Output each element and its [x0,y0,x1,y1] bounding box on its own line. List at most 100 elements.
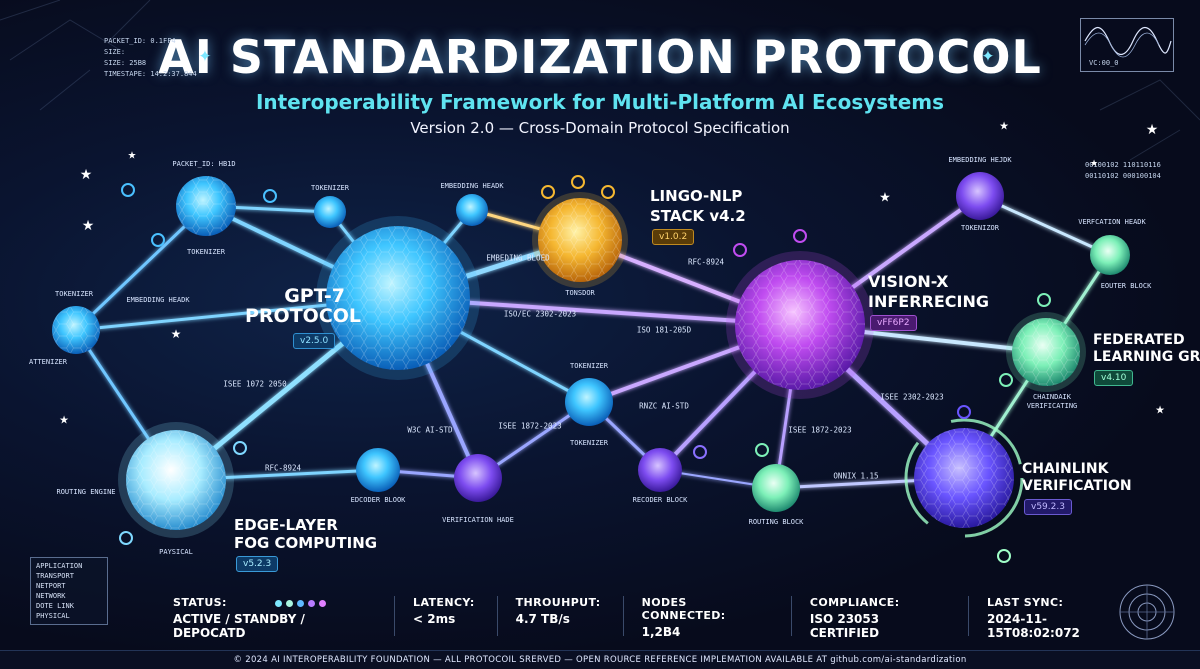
node-federated[interactable] [1006,312,1086,392]
protocol-name-gpt7: GPT-7 PROTOCOL [245,285,361,326]
ring-icon [541,185,555,199]
edge-label: RFC-8924 [687,257,725,267]
edge-label: ISO 181-205D [636,325,692,335]
protocol-name-vision: VISION-X INFERRECING [868,272,989,312]
hud-line: TIMESTAPE: 14:2:37.844 [104,70,197,78]
node-label: RECODER BLOCK [632,496,688,504]
ring-icon [151,233,165,247]
page-subtitle: Interoperability Framework for Multi-Pla… [255,90,945,114]
node-label: VERIFICATION HADE [442,516,514,524]
stat-value: 2024-11-15T08:02:072 [986,612,1080,640]
version-badge-vision: vFF6P2 [870,315,917,331]
ring-icon [999,373,1013,387]
star-icon: ★ [879,190,891,206]
protocol-name-federated: FEDERATED LEARNING GRID [1093,332,1200,366]
stat-label: LATENCY: [413,596,475,609]
node-edge-layer[interactable] [118,422,234,538]
hud-line: PACKET_ID: 0.1FF4 [104,37,176,45]
stat-value: < 2ms [413,612,456,626]
protocol-name-line: VERIFICATION [1022,478,1132,494]
status-bar: STATUS: ACTIVE / STANDBY / DEPOCATD LATE… [155,596,1155,640]
node-label: ROUTING ENGINE [56,488,116,496]
edge-label: ISO/EC 2302-2023 [503,309,577,319]
node-label: EOUTER BLOCK [1100,282,1152,290]
status-dot [308,599,316,607]
node-gpt7[interactable] [316,216,480,380]
version-badge-chainlink: v59.2.3 [1024,499,1072,515]
osi-layer: DOTE LINK [36,602,74,610]
node-label: EDCODER BLOOK [350,496,406,504]
small-nodes [52,172,1130,512]
hud-line: SIZE: 25B8 [104,59,147,67]
osi-layer: APPLICATION [36,562,83,570]
osi-layer: NETWORK [36,592,66,600]
stat-status: STATUS: ACTIVE / STANDBY / DEPOCATD [155,596,394,640]
radar-icon [1119,584,1175,640]
ring-icon [121,183,135,197]
oscilloscope-widget: VC:00_0 [1080,18,1174,72]
status-dot [275,599,283,607]
protocol-name-line: CHAINLINK [1022,461,1109,477]
page-title: AI STANDARDIZATION PROTOCOL [158,30,1042,84]
node-label: TOKENIZOR [961,224,999,232]
stat-value: ACTIVE / STANDBY / DEPOCATD [173,612,305,640]
sparkle-icon: ✦ [198,46,212,66]
edge-label: RNZC AI-STD [639,401,689,411]
node-label: TONSDOR [565,289,595,297]
ring-icon [733,243,747,257]
protocol-name-line: VISION-X [868,272,949,291]
protocol-name-line: FEDERATED [1093,332,1185,348]
protocol-name-line: LINGO-NLP [650,187,743,205]
stat-label: LAST SYNC: [986,596,1064,609]
background-grid [0,0,1200,161]
hud-packet-info: PACKET_ID: 0.1FF4 SIZE: SIZE: 25B8 TIMES… [104,36,197,80]
node-chainlink[interactable] [904,418,1024,538]
edge-label: W3C AI-STD [407,425,453,435]
stat-throughput: THROUHPUT: 4.7 TB/s [496,596,623,636]
node-label: TOKENIZER [311,184,349,192]
status-dot [286,599,294,607]
star-icon: ★ [59,413,69,427]
node-label: ATTENIZER [29,358,67,366]
ring-icon [601,185,615,199]
stat-label: NODES CONNECTED: [641,596,726,622]
stat-label: COMPLIANCE: [809,596,900,609]
node-vision-x[interactable] [726,251,874,399]
edge-label: RFC-8924 [264,463,302,473]
star-icon: ★ [127,150,137,162]
version-badge-gpt7: v2.5.0 [293,333,336,349]
ring-icon [571,175,585,189]
ring-icon [793,229,807,243]
protocol-name-line: STACK v4.2 [650,207,746,225]
node-label: TOKENIZER [55,290,93,298]
protocol-name-line: FOG COMPUTING [234,534,378,552]
hud-line: 00100102 110110116 [1085,161,1161,169]
node-label: TOKENIZER [187,248,225,256]
edge-label: ISEE 2302-2023 [880,392,944,402]
node-label: ROUTING BLOCK [748,518,804,526]
node-label: EMBEDDING HEJDK [948,156,1012,164]
node-label: TOKENIZER [570,362,608,370]
ring-icon [997,549,1011,563]
stat-label: STATUS: [173,596,372,609]
wave-icon [1084,26,1172,58]
edge-label: ONNIX 1.15 [833,471,879,481]
status-dot [319,599,327,607]
protocol-name-line: EDGE-LAYER [234,516,338,534]
edge-label: ISEE 1872-2023 [788,425,852,435]
hud-line: SIZE: [104,48,126,56]
protocol-name-line: GPT-7 [284,285,345,307]
stat-compliance: COMPLIANCE: ISO 23053 CERTIFIED [790,596,968,640]
node-lingo-nlp[interactable] [532,192,628,288]
hud-line: 00110102 000100104 [1085,172,1161,180]
ring-icon [693,445,707,459]
osi-layer-list: APPLICATION TRANSPORT NETPORT NETWORK DO… [30,557,108,625]
status-dots [271,596,327,609]
protocol-name-edge: EDGE-LAYER FOG COMPUTING [234,516,377,552]
node-label: VERFCATION HEADK [1078,218,1146,226]
ring-icon [233,441,247,455]
footer-text: © 2024 AI INTEROPERABILITY FOUNDATION — … [0,650,1200,669]
sparkle-icon: ✦ [981,46,995,66]
